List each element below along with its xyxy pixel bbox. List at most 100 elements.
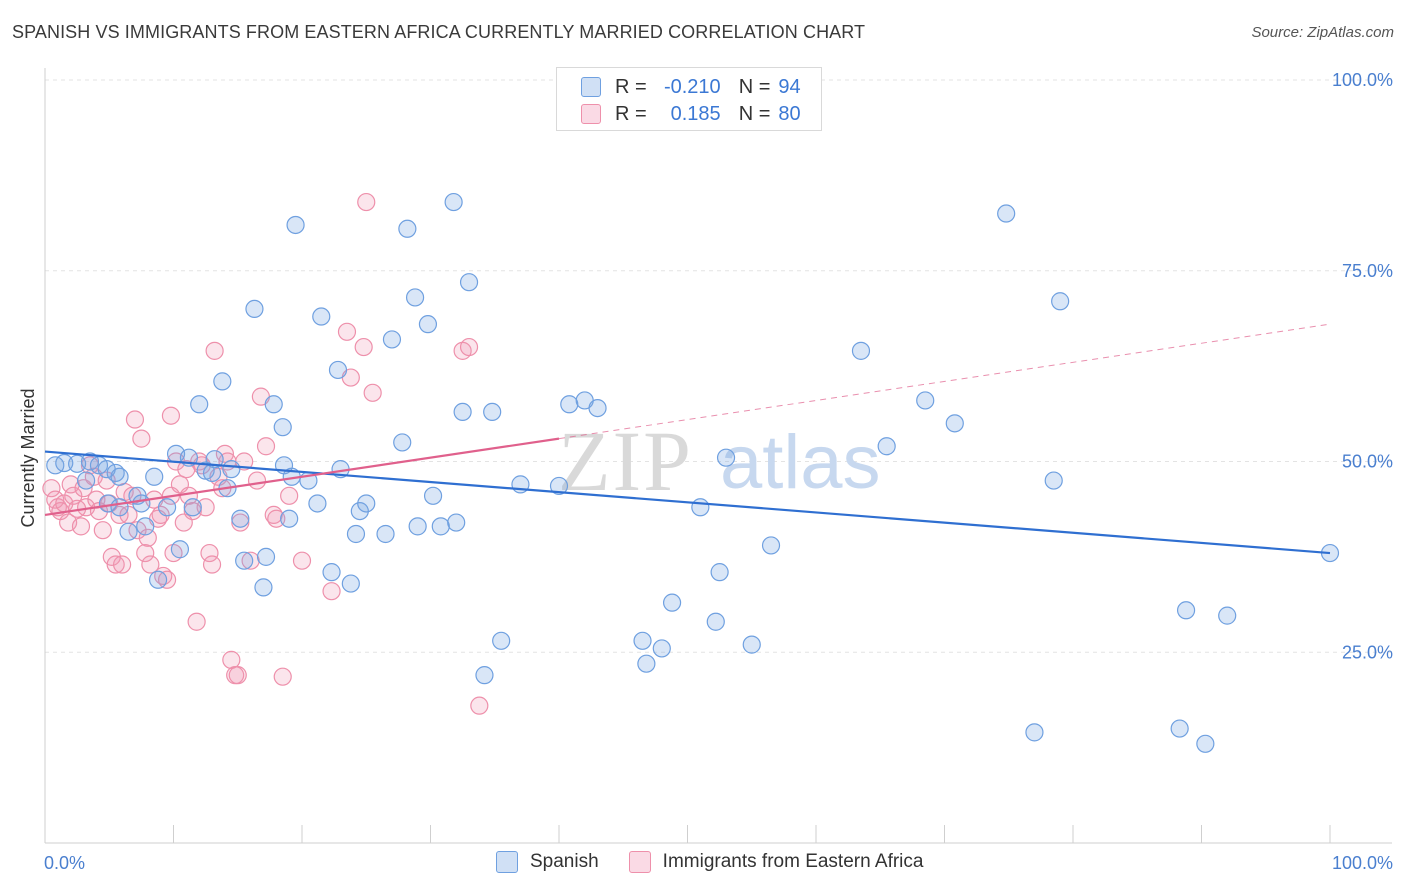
point-spanish	[312, 307, 331, 326]
point-spanish	[77, 471, 96, 490]
point-spanish	[183, 498, 202, 517]
point-spanish	[560, 395, 579, 414]
legend-label-eastern-africa: Immigrants from Eastern Africa	[662, 851, 924, 872]
point-spanish	[80, 452, 100, 471]
y-tick-label: 50.0%	[1342, 452, 1393, 472]
point-spanish	[877, 437, 896, 456]
point-eastern-africa	[247, 471, 267, 490]
legend-item-eastern-africa: Immigrants from Eastern Africa	[628, 851, 924, 873]
point-eastern-africa	[222, 650, 241, 669]
legend-swatch-pink	[581, 104, 601, 124]
point-eastern-africa	[322, 582, 341, 601]
point-spanish	[549, 476, 569, 496]
legend-item-spanish: Spanish	[496, 851, 599, 873]
legend-swatch-blue	[581, 77, 601, 97]
point-spanish	[245, 299, 264, 318]
legend-row-spanish: R = -0.210 N = 94	[581, 74, 801, 100]
trend-line-eastern-africa-extension	[558, 323, 1331, 440]
chart-title: SPANISH VS IMMIGRANTS FROM EASTERN AFRIC…	[12, 22, 866, 42]
point-eastern-africa	[71, 517, 91, 536]
x-tick-label: 100.0%	[1332, 853, 1393, 873]
point-spanish	[328, 360, 348, 380]
legend-swatch-blue	[496, 851, 518, 873]
y-tick-label: 25.0%	[1342, 642, 1393, 662]
point-spanish	[350, 501, 369, 521]
watermark-atlas: atlas	[720, 420, 881, 505]
y-axis-title: Currently Married	[18, 388, 38, 527]
point-spanish	[916, 391, 935, 410]
point-eastern-africa	[205, 341, 224, 360]
legend-r-value: -0.210	[663, 75, 721, 98]
point-spanish	[148, 570, 168, 589]
point-eastern-africa	[273, 667, 292, 686]
point-spanish	[851, 341, 871, 360]
point-eastern-africa	[228, 666, 247, 685]
point-spanish	[1025, 723, 1044, 742]
point-spanish	[382, 330, 402, 349]
legend-r-label: R =	[615, 75, 647, 98]
point-eastern-africa	[196, 498, 215, 517]
point-eastern-africa	[161, 406, 181, 425]
point-eastern-africa	[42, 479, 61, 498]
point-eastern-africa	[267, 509, 286, 528]
point-spanish	[710, 563, 729, 582]
point-spanish	[1196, 734, 1215, 753]
legend-n-label: N =	[738, 75, 771, 98]
point-spanish	[742, 635, 761, 654]
point-eastern-africa	[241, 551, 260, 570]
point-spanish	[145, 467, 164, 486]
point-eastern-africa	[200, 543, 219, 563]
point-spanish	[431, 517, 450, 536]
point-spanish	[716, 448, 736, 467]
trend-line-spanish	[44, 450, 1331, 555]
watermark: ZIP atlas	[558, 413, 881, 509]
point-spanish	[264, 395, 283, 414]
point-eastern-africa	[125, 410, 145, 429]
point-eastern-africa	[459, 337, 479, 357]
point-spanish	[408, 517, 427, 536]
legend-label-spanish: Spanish	[530, 851, 599, 872]
trend-lines	[44, 323, 1331, 555]
point-spanish	[136, 517, 155, 536]
point-spanish	[997, 204, 1016, 223]
y-tick-label: 100.0%	[1332, 70, 1393, 90]
point-spanish	[190, 395, 209, 414]
point-spanish	[447, 513, 466, 532]
point-spanish	[459, 273, 479, 292]
point-spanish	[1051, 292, 1070, 311]
legend-n-value: 94	[778, 75, 801, 98]
axes	[44, 68, 1392, 844]
point-eastern-africa	[354, 337, 373, 357]
point-spanish	[662, 593, 682, 612]
point-spanish	[483, 402, 502, 422]
point-eastern-africa	[132, 429, 151, 448]
legend-n-label: N =	[738, 102, 771, 125]
y-tick-label: 75.0%	[1342, 261, 1393, 281]
point-eastern-africa	[93, 521, 112, 540]
point-spanish	[588, 398, 607, 418]
point-eastern-africa	[187, 612, 206, 631]
point-eastern-africa	[337, 322, 357, 341]
trend-line-eastern-africa	[44, 437, 560, 516]
point-spanish	[1218, 606, 1237, 625]
point-eastern-africa	[363, 383, 382, 402]
legend-n-value: 80	[778, 102, 801, 125]
point-spanish	[691, 498, 710, 517]
point-spanish	[423, 486, 443, 505]
point-eastern-africa	[357, 192, 376, 212]
point-spanish	[376, 524, 395, 544]
point-spanish	[280, 509, 299, 528]
source-credit: Source: ZipAtlas.com	[1251, 24, 1394, 41]
legend-r-label: R =	[615, 102, 647, 125]
point-eastern-africa	[231, 513, 250, 532]
point-spanish	[119, 522, 138, 541]
point-spanish	[341, 574, 360, 593]
point-spanish	[475, 666, 494, 685]
point-spanish	[256, 547, 276, 566]
point-eastern-africa	[292, 551, 312, 570]
point-spanish	[205, 450, 224, 469]
point-spanish	[761, 536, 781, 555]
point-spanish	[1176, 601, 1196, 620]
point-spanish	[652, 639, 671, 658]
x-tick-label: 0.0%	[44, 853, 85, 873]
